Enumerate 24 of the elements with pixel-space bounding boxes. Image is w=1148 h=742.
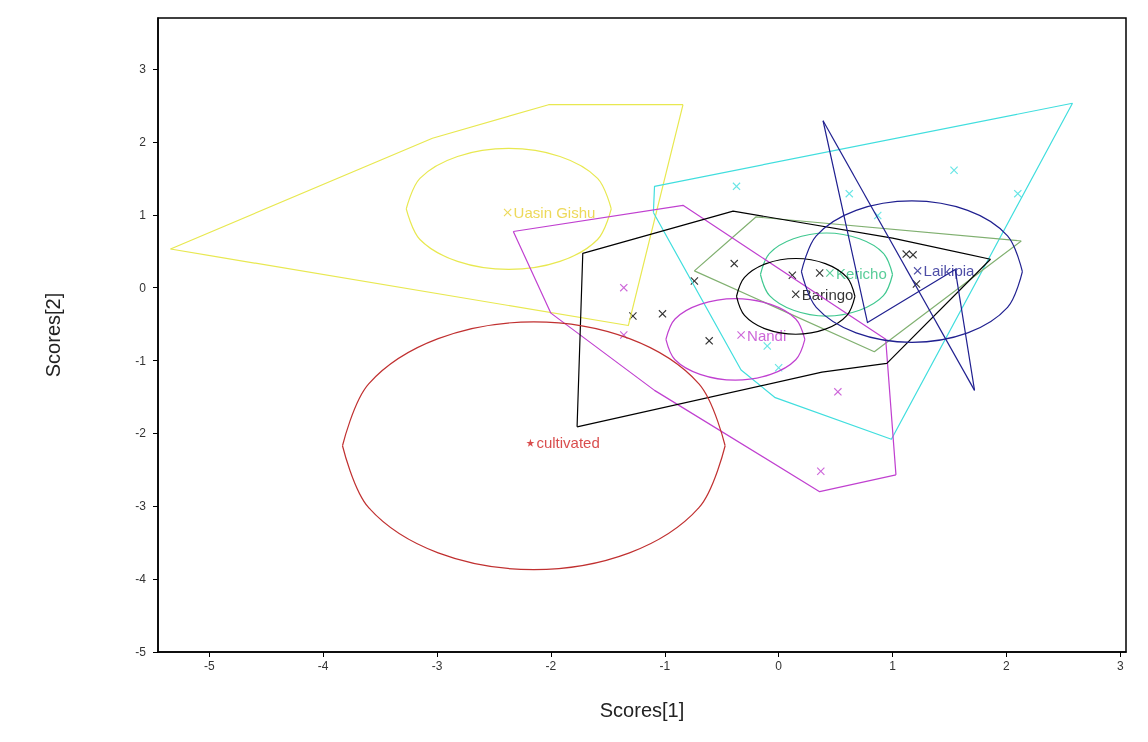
y-tick-label: -5 [135, 645, 147, 659]
x-tick-label: 1 [889, 659, 897, 673]
y-tick-label: -1 [135, 353, 147, 368]
series-label: Nandi [747, 326, 787, 344]
y-axis-title: Scores[2] [42, 292, 64, 378]
x-tick-label: -1 [659, 659, 671, 673]
x-tick-label: -2 [545, 659, 557, 673]
x-tick-label: 2 [1003, 659, 1011, 673]
series-label: cultivated [536, 434, 600, 452]
y-tick-label: -3 [135, 499, 147, 514]
series-label: Uasin Gishu [513, 204, 596, 222]
series-label: Laikipia [923, 262, 976, 280]
y-tick-label: -4 [135, 572, 147, 587]
y-tick-label: 1 [139, 207, 147, 222]
y-tick-label: 0 [139, 280, 147, 295]
x-tick-label: -5 [203, 659, 215, 673]
y-tick-label: -2 [135, 426, 147, 441]
x-axis-title: Scores[1] [599, 699, 685, 721]
x-tick-label: 0 [775, 659, 783, 673]
y-tick-label: 2 [139, 134, 147, 149]
x-tick-label: -3 [431, 659, 443, 673]
x-tick-label: 3 [1116, 659, 1124, 673]
y-tick-label: 3 [139, 62, 147, 77]
x-tick-label: -4 [317, 659, 329, 673]
